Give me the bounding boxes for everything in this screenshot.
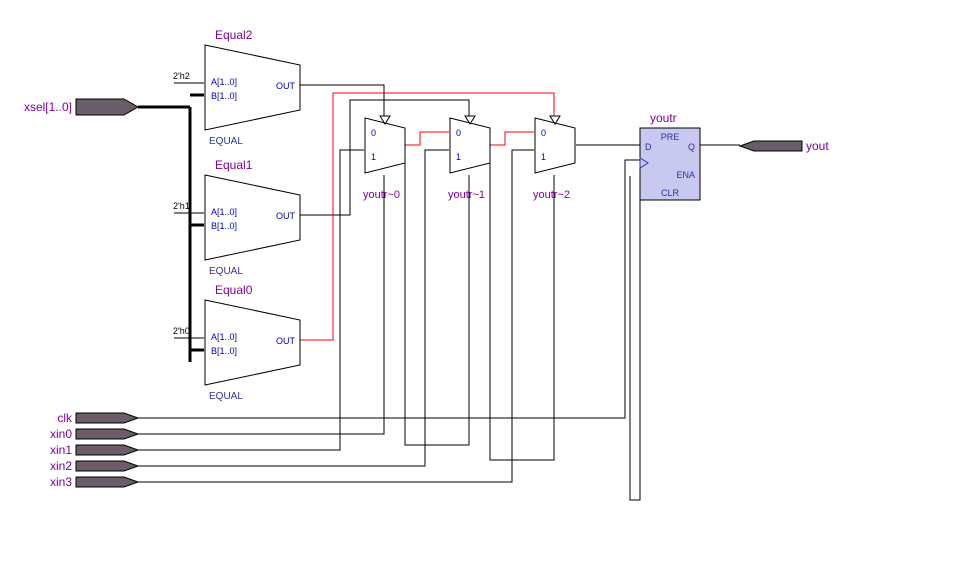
label: A[1..0] <box>211 207 237 217</box>
input-pin-xin2 <box>76 461 138 471</box>
pin-label: clk <box>57 411 73 425</box>
pin-label: xin1 <box>50 443 72 457</box>
mux-m2 <box>535 116 575 173</box>
block-subtype: EQUAL <box>209 391 243 402</box>
pin-label: xin3 <box>50 475 72 489</box>
const-label: 2'h2 <box>173 71 190 81</box>
block-title: Equal0 <box>215 283 253 297</box>
wire <box>300 93 554 340</box>
label: 0 <box>456 128 461 138</box>
pin-label: xsel[1..0] <box>24 100 72 114</box>
input-pin-xsel <box>76 99 138 115</box>
input-pin-xin0 <box>76 429 138 439</box>
input-pin-clk <box>76 413 138 423</box>
label: 0 <box>541 128 546 138</box>
pin-label: xin2 <box>50 459 72 473</box>
label: B[1..0] <box>211 91 237 101</box>
block-subtype: EQUAL <box>209 136 243 147</box>
block-title: youtr <box>650 111 677 125</box>
block-title: youtr~1 <box>448 189 485 201</box>
output-pin-yout <box>740 141 802 151</box>
const-label: 2'h0 <box>173 326 190 336</box>
label: 1 <box>371 152 376 162</box>
label: B[1..0] <box>211 221 237 231</box>
label: 1 <box>541 152 546 162</box>
pin-label: yout <box>806 139 829 153</box>
input-pin-xin1 <box>76 445 138 455</box>
block-title: youtr~2 <box>533 189 570 201</box>
diagram-canvas: xsel[1..0] clk xin0 xin1 xin2 xin3 yout Equal2 E… <box>0 0 960 580</box>
wire <box>630 176 640 500</box>
mux-m0 <box>365 116 405 173</box>
label: CLR <box>661 188 680 198</box>
block-title: Equal2 <box>215 28 253 42</box>
label: B[1..0] <box>211 346 237 356</box>
label: 0 <box>371 128 376 138</box>
block-title: Equal1 <box>215 158 253 172</box>
label: OUT <box>276 211 296 221</box>
wire <box>406 132 449 145</box>
wire <box>491 132 534 145</box>
label: Q <box>688 142 695 152</box>
input-pin-xin3 <box>76 477 138 487</box>
label: OUT <box>276 336 296 346</box>
label: 1 <box>456 152 461 162</box>
label: D <box>645 142 652 152</box>
label: OUT <box>276 81 296 91</box>
label: PRE <box>661 132 680 142</box>
label: A[1..0] <box>211 77 237 87</box>
pin-label: xin0 <box>50 427 72 441</box>
block-subtype: EQUAL <box>209 266 243 277</box>
block-title: youtr~0 <box>363 189 400 201</box>
mux-m1 <box>450 116 490 173</box>
const-label: 2'h1 <box>173 201 190 211</box>
label: ENA <box>676 170 695 180</box>
label: A[1..0] <box>211 332 237 342</box>
